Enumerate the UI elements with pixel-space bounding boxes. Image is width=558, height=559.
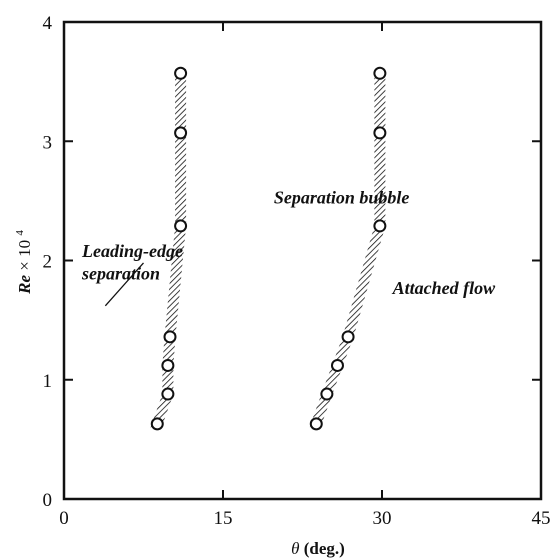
y-tick-label: 1 (43, 371, 53, 392)
data-point-s1 (174, 66, 188, 80)
y-tick-label: 2 (43, 252, 53, 273)
annotation-callout (104, 262, 144, 307)
boundary-bands (150, 69, 386, 429)
data-point-s2 (373, 66, 387, 80)
data-point-s2 (320, 387, 334, 401)
y-tick-label: 4 (43, 13, 53, 34)
data-point-s1 (161, 387, 175, 401)
y-axis-exp: 4 (14, 230, 26, 236)
annotation-label: Attached flow (392, 278, 496, 298)
data-point-s1 (174, 219, 188, 233)
annotation-label: separation (81, 264, 160, 284)
data-point-s2 (373, 126, 387, 140)
axis-ticks (64, 22, 541, 499)
y-axis-mult: × 10 (15, 240, 34, 271)
annotations: Separation bubble Attached flow Leading-ed… (81, 187, 496, 298)
x-tick-label: 30 (373, 508, 392, 529)
data-point-s1 (174, 126, 188, 140)
boundary-band-1 (150, 69, 187, 429)
callout-line (104, 262, 144, 307)
data-point-s1 (163, 330, 177, 344)
data-point-s2 (373, 219, 387, 233)
data-point-s2 (309, 417, 323, 431)
annotation-label: Leading-edge (81, 241, 183, 261)
y-tick-label: 0 (43, 490, 53, 511)
annotation-label: Separation bubble (274, 187, 410, 207)
data-markers (150, 66, 387, 431)
x-tick-label: 15 (214, 508, 233, 529)
x-axis-symbol: θ (291, 539, 299, 558)
boundary-band-2 (309, 69, 386, 429)
y-tick-label: 3 (43, 132, 53, 153)
x-axis-label: θ (deg.) (291, 539, 345, 558)
data-point-s2 (330, 358, 344, 372)
x-tick-labels: 0 15 30 45 (59, 508, 550, 529)
x-tick-label: 0 (59, 508, 69, 529)
y-tick-labels: 0 1 2 3 4 (43, 13, 53, 511)
data-point-s1 (150, 417, 164, 431)
x-tick-label: 45 (532, 508, 551, 529)
data-point-s1 (161, 358, 175, 372)
y-axis-main: Re (15, 275, 34, 295)
x-axis-unit: (deg.) (304, 539, 345, 558)
data-point-s2 (341, 330, 355, 344)
y-axis-label: Re × 10 4 (14, 230, 34, 295)
